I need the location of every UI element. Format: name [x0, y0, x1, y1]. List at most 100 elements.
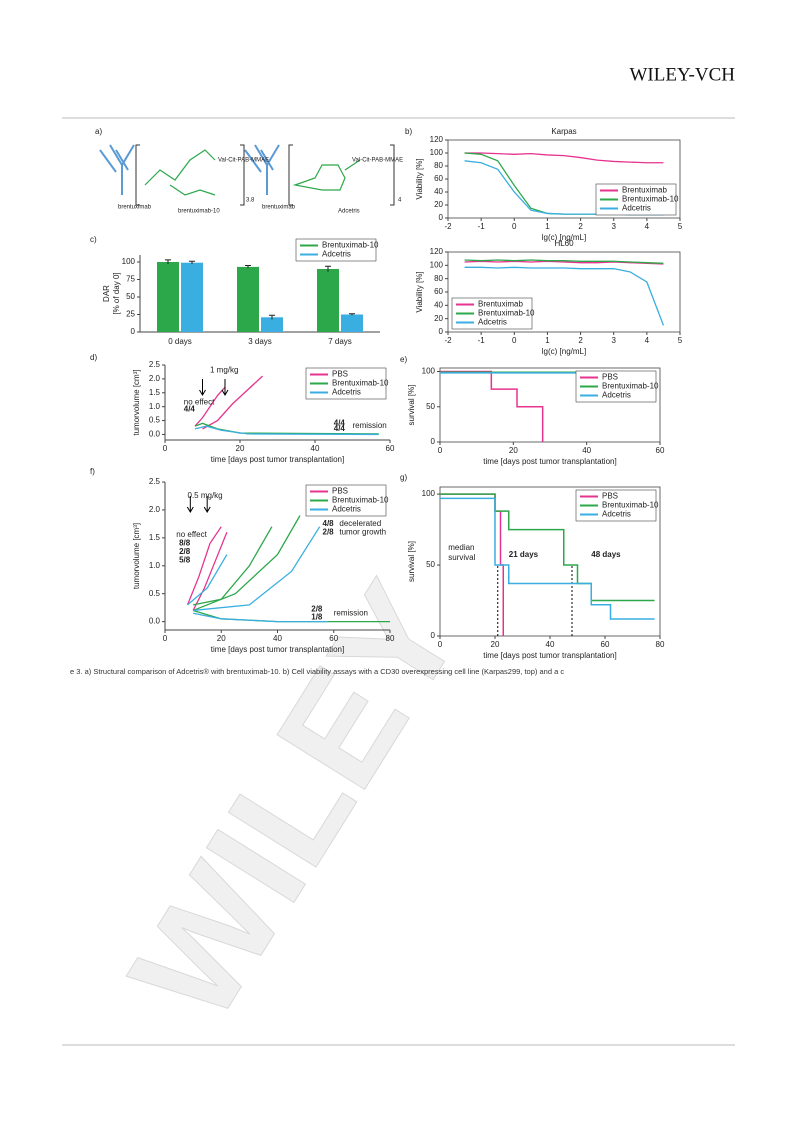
- annotation: 21 days: [509, 550, 539, 559]
- legend-label: Brentuximab-10: [602, 501, 659, 510]
- legend-label: Brentuximab: [478, 300, 523, 309]
- panel-label: b): [405, 127, 412, 136]
- x-tick-label: 1: [545, 336, 550, 345]
- y-tick-label: 2.0: [149, 374, 161, 383]
- y-tick-label: 0.0: [149, 617, 161, 626]
- x-tick-label: 40: [311, 444, 320, 453]
- x-tick-label: 40: [546, 640, 555, 649]
- x-tick-label: 5: [678, 222, 683, 231]
- annotation: 5/8: [179, 555, 191, 564]
- curve: [464, 259, 664, 264]
- y-axis-label: Viability [%]: [415, 158, 424, 199]
- y-tick-label: 40: [434, 187, 443, 196]
- x-tick-label: 0 days: [168, 337, 192, 346]
- annotation: no effect: [184, 398, 215, 407]
- y-tick-label: 40: [434, 300, 443, 309]
- x-tick-label: 2: [578, 336, 583, 345]
- legend-label: Brentuximab: [622, 186, 667, 195]
- legend-label: Adcetris: [622, 204, 651, 213]
- y-tick-label: 0: [431, 631, 436, 640]
- legend-label: Adcetris: [602, 391, 631, 400]
- legend-label: PBS: [332, 370, 348, 379]
- error-bar: [325, 265, 331, 272]
- label: Val-Cit-PAB-MMAE: [218, 158, 269, 164]
- structure: [99, 144, 395, 206]
- label: Adcetris: [338, 209, 360, 215]
- annotation: remission: [334, 608, 368, 617]
- bracket: [135, 144, 395, 206]
- panel-label: c): [90, 235, 97, 244]
- legend-label: PBS: [332, 487, 348, 496]
- y-tick-label: 75: [126, 275, 135, 284]
- annotation: 4/4: [334, 418, 346, 427]
- x-tick-label: 2: [578, 222, 583, 231]
- panel-label: d): [90, 353, 97, 362]
- y-tick-label: 50: [126, 292, 135, 301]
- y-tick-label: 100: [430, 148, 444, 157]
- y-tick-label: 80: [434, 161, 443, 170]
- y-axis-label: [% of day 0]: [112, 272, 121, 314]
- x-tick-label: -2: [444, 222, 452, 231]
- y-tick-label: 100: [422, 489, 436, 498]
- bar: [237, 266, 259, 332]
- x-tick-label: 20: [236, 444, 245, 453]
- survival-curve: [440, 493, 504, 636]
- growth-curve: [186, 526, 222, 606]
- y-tick-label: 25: [126, 310, 135, 319]
- legend-label: Brentuximab-10: [602, 382, 659, 391]
- x-tick-label: 5: [678, 336, 683, 345]
- y-tick-label: 60: [434, 174, 443, 183]
- x-tick-label: 60: [656, 446, 665, 455]
- growth-curve: [194, 425, 379, 436]
- y-tick-label: 2.5: [149, 477, 161, 486]
- publisher: WILEY-VCH: [629, 64, 735, 85]
- annotation: 1/8: [311, 612, 323, 621]
- x-tick-label: 4: [645, 336, 650, 345]
- label: 3.8: [246, 198, 255, 204]
- growth-curve: [192, 515, 301, 612]
- y-axis-label: tumorvolume [cm³]: [132, 523, 141, 589]
- annotation: 8/8: [179, 539, 191, 548]
- x-tick-label: 0: [438, 446, 443, 455]
- bar: [261, 317, 283, 332]
- annotation: 4/4: [334, 424, 346, 433]
- label: brentuximab: [118, 205, 152, 211]
- annotation: median: [448, 543, 474, 552]
- x-axis-label: time [days post tumor transplantation]: [211, 645, 344, 654]
- y-tick-label: 0.0: [149, 430, 161, 439]
- y-axis-label: survival [%]: [407, 385, 416, 426]
- curve: [464, 152, 664, 164]
- y-tick-label: 0: [439, 327, 444, 336]
- annotation: 2/8: [323, 527, 335, 536]
- caption: e 3. a) Structural comparison of Adcetri…: [70, 667, 564, 676]
- x-tick-label: -1: [478, 222, 486, 231]
- x-tick-label: 0: [438, 640, 443, 649]
- label: 4: [398, 198, 402, 204]
- y-tick-label: 100: [122, 257, 136, 266]
- y-tick-label: 0.5: [149, 589, 161, 598]
- survival-curve: [440, 497, 655, 620]
- x-tick-label: 40: [273, 634, 282, 643]
- curve: [464, 266, 665, 326]
- x-axis-label: lg(c) [ng/mL]: [542, 347, 586, 356]
- x-tick-label: 60: [329, 634, 338, 643]
- bar: [181, 262, 203, 332]
- y-axis-label: Viability [%]: [415, 271, 424, 312]
- x-tick-label: 3: [611, 222, 616, 231]
- x-tick-label: 3: [611, 336, 616, 345]
- x-tick-label: 4: [645, 222, 650, 231]
- x-axis-label: time [days post tumor transplantation]: [211, 455, 344, 464]
- panel-label: e): [400, 355, 407, 364]
- x-tick-label: 80: [386, 634, 395, 643]
- x-tick-label: 60: [601, 640, 610, 649]
- y-tick-label: 2.0: [149, 505, 161, 514]
- y-tick-label: 120: [430, 135, 444, 144]
- growth-curve: [202, 375, 263, 430]
- x-tick-label: 0: [163, 444, 168, 453]
- legend-label: Brentuximab-10: [478, 309, 535, 318]
- y-tick-label: 0: [131, 327, 136, 336]
- y-tick-label: 1.5: [149, 533, 161, 542]
- legend-label: Adcetris: [478, 318, 507, 327]
- chart-title: HL60: [554, 239, 574, 248]
- x-tick-label: 60: [386, 444, 395, 453]
